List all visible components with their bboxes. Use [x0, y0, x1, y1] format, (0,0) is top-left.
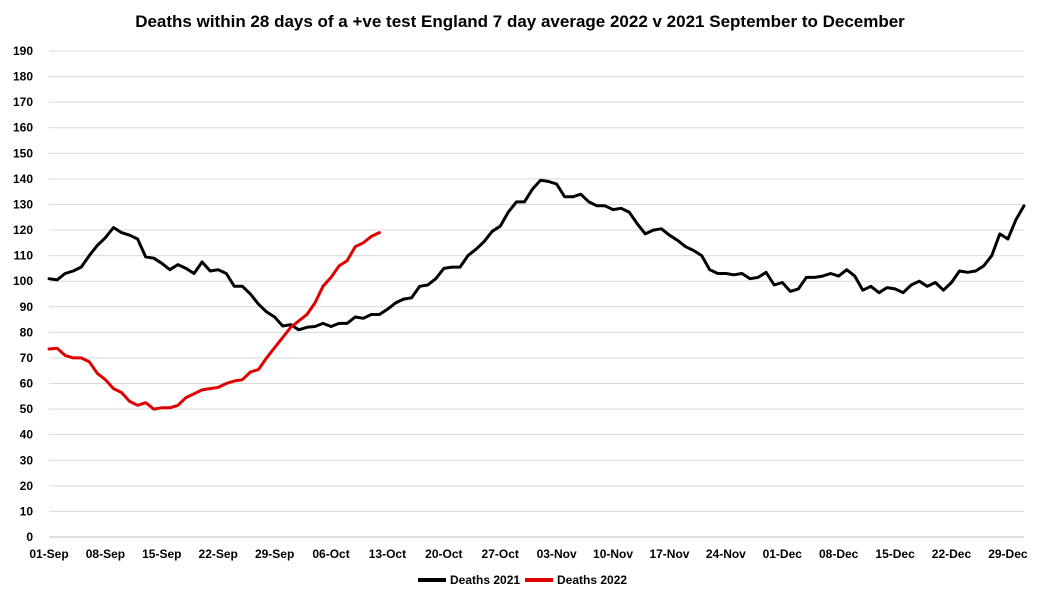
y-axis-ticks: 0 10 20 30 40 50 60 70 80 90 100 110 120 130 140 150 160… [13, 44, 33, 544]
x-tick-label: 10-Nov [593, 547, 633, 561]
y-tick-label: 50 [20, 402, 34, 416]
x-tick-label: 20-Oct [425, 547, 462, 561]
legend: Deaths 2021 Deaths 2022 [418, 573, 627, 587]
y-tick-label: 100 [13, 274, 33, 288]
y-tick-label: 120 [13, 223, 33, 237]
x-tick-label: 15-Dec [875, 547, 915, 561]
y-tick-label: 90 [20, 300, 34, 314]
y-tick-label: 110 [14, 249, 34, 263]
y-tick-label: 80 [20, 325, 34, 339]
x-axis-ticks: 01-Sep 08-Sep 15-Sep 22-Sep 29-Sep 06-Oct 13-O… [29, 547, 1028, 561]
x-tick-label: 13-Oct [369, 547, 406, 561]
x-tick-label: 03-Nov [537, 547, 577, 561]
legend-label-deaths-2022: Deaths 2022 [557, 573, 627, 587]
x-tick-label: 22-Dec [932, 547, 972, 561]
x-tick-label: 01-Dec [763, 547, 803, 561]
x-tick-label: 15-Sep [142, 547, 181, 561]
x-tick-label: 22-Sep [199, 547, 238, 561]
gridlines [49, 50, 1024, 538]
y-tick-label: 130 [13, 197, 33, 211]
y-tick-label: 10 [20, 504, 34, 518]
y-tick-label: 0 [26, 530, 33, 544]
series-line-deaths-2022 [47, 231, 381, 411]
x-tick-label: 06-Oct [312, 547, 349, 561]
series-line-deaths-2021 [47, 178, 1026, 332]
x-tick-label: 29-Sep [255, 547, 294, 561]
series-lines [47, 178, 1026, 411]
x-tick-label: 27-Oct [482, 547, 519, 561]
chart-title: Deaths within 28 days of a +ve test Engl… [135, 12, 905, 31]
y-tick-label: 40 [20, 428, 34, 442]
y-tick-label: 150 [13, 146, 33, 160]
x-tick-label: 17-Nov [649, 547, 689, 561]
y-tick-label: 160 [13, 121, 33, 135]
y-tick-label: 70 [20, 351, 34, 365]
x-tick-label: 24-Nov [706, 547, 746, 561]
legend-label-deaths-2021: Deaths 2021 [450, 573, 520, 587]
y-tick-label: 140 [13, 172, 33, 186]
x-tick-label: 29-Dec [988, 547, 1028, 561]
y-tick-label: 30 [20, 453, 34, 467]
y-tick-label: 170 [13, 95, 33, 109]
x-tick-label: 08-Sep [86, 547, 125, 561]
x-tick-label: 08-Dec [819, 547, 859, 561]
y-tick-label: 60 [20, 377, 34, 391]
x-tick-label: 01-Sep [29, 547, 68, 561]
y-tick-label: 190 [13, 44, 33, 58]
y-tick-label: 180 [13, 70, 33, 84]
y-tick-label: 20 [20, 479, 34, 493]
